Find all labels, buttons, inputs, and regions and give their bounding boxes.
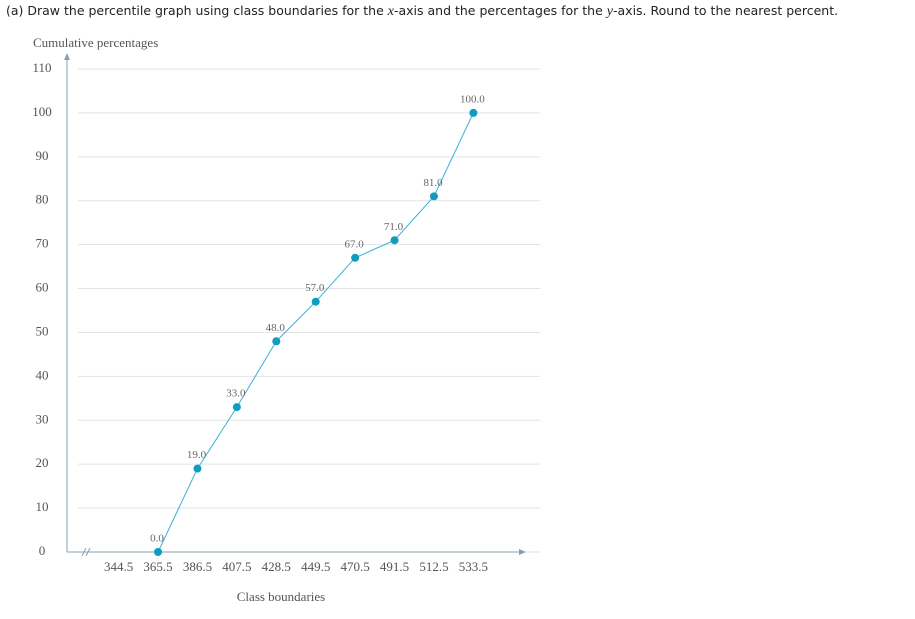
y-tick-label: 50 [36,323,49,338]
data-point [351,253,360,262]
data-label: 33.0 [226,388,246,400]
variable: y [606,4,613,19]
y-axis-arrow [64,53,70,60]
y-tick-label: 20 [36,455,49,470]
data-point [272,337,281,346]
data-point [311,297,320,306]
x-tick-label: 344.5 [104,559,133,574]
y-tick-label: 40 [36,367,49,382]
y-tick-label: 80 [36,192,49,207]
y-tick-label: 100 [32,104,52,119]
data-label: 0.0 [150,533,164,545]
y-tick-label: 90 [36,148,49,163]
y-axis-label: Cumulative percentages [33,35,158,50]
x-tick-label: 449.5 [301,559,330,574]
axis-break [81,547,91,557]
data-label: 81.0 [423,177,443,189]
data-point [390,236,399,245]
y-tick-label: 110 [32,60,51,75]
data-point [193,464,202,473]
question-text: -axis and the percentages for the [393,3,607,18]
question-text: -axis. Round to the nearest percent. [613,3,839,18]
question-text: (a) Draw the percentile graph using clas… [6,3,388,18]
y-tick-label: 10 [36,499,49,514]
y-tick-label: 60 [36,280,49,295]
data-point [469,108,478,117]
data-label: 57.0 [305,282,325,294]
data-point [154,548,163,556]
x-tick-label: 428.5 [262,559,291,574]
y-tick-label: 30 [36,411,49,426]
x-tick-label: 491.5 [380,559,409,574]
data-label: 100.0 [460,93,485,105]
data-point [429,192,438,201]
y-tick-label: 0 [39,543,46,558]
variable: x [387,4,394,19]
question: (a) Draw the percentile graph using clas… [6,3,838,20]
data-label: 67.0 [345,238,365,250]
x-tick-label: 470.5 [341,559,370,574]
x-tick-label: 365.5 [143,559,172,574]
x-tick-label: 407.5 [222,559,251,574]
data-point [232,403,241,412]
data-label: 19.0 [187,449,207,461]
x-tick-label: 533.5 [459,559,488,574]
data-label: 71.0 [384,221,404,233]
data-label: 48.0 [266,322,286,334]
x-tick-label: 386.5 [183,559,212,574]
x-tick-label: 512.5 [419,559,448,574]
y-tick-label: 70 [36,236,49,251]
x-axis-label: Class boundaries [237,589,325,604]
x-axis-arrow [519,549,526,555]
